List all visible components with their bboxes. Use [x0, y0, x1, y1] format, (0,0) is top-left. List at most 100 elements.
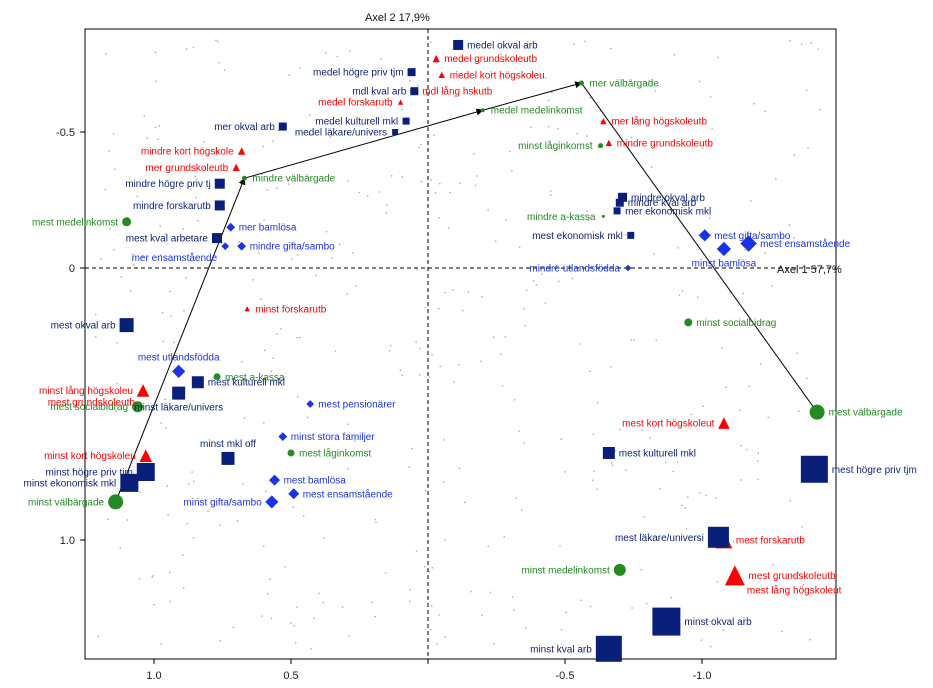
- point-label: mer okval arb: [214, 122, 275, 133]
- point-label: medel grundskoleutb: [444, 54, 537, 65]
- trajectory-arrow: [581, 82, 818, 413]
- background-dot: [356, 490, 358, 492]
- point-label: minst kval arb: [530, 644, 592, 655]
- background-dot: [565, 611, 567, 614]
- background-dot: [717, 56, 719, 59]
- y-axis-title: Axel 2 17,9%: [365, 12, 430, 24]
- point-label: mest ensamstående: [760, 238, 850, 250]
- background-dot: [104, 188, 107, 191]
- background-dot: [203, 141, 205, 143]
- background-dot: [564, 471, 566, 473]
- background-dot: [284, 566, 286, 568]
- background-dot: [419, 347, 421, 350]
- background-dot: [589, 141, 592, 144]
- background-dot: [523, 308, 525, 310]
- background-dot: [219, 524, 221, 526]
- background-dot: [329, 136, 331, 138]
- point-label: mest bamlösa: [284, 476, 347, 487]
- background-dot: [375, 521, 377, 523]
- background-dot: [449, 191, 451, 194]
- background-dot: [155, 80, 157, 83]
- data-point: [578, 80, 584, 86]
- background-dot: [277, 129, 279, 132]
- background-dot: [481, 296, 483, 298]
- background-dot: [721, 347, 723, 349]
- background-dot: [515, 497, 518, 499]
- background-dot: [184, 237, 186, 239]
- data-point: [238, 147, 246, 155]
- background-dot: [444, 291, 446, 294]
- background-dot: [418, 146, 420, 149]
- background-dot: [524, 325, 526, 327]
- background-dot: [129, 290, 132, 292]
- background-dot: [578, 343, 581, 345]
- data-point: [392, 129, 399, 135]
- background-dot: [630, 339, 632, 341]
- background-dot: [444, 636, 446, 638]
- background-dot: [207, 510, 209, 512]
- point-label: minst gifta/sambo: [183, 497, 262, 508]
- background-dot: [430, 179, 432, 181]
- point-label: mest kort högskoleut: [622, 419, 714, 430]
- background-dot: [659, 488, 661, 490]
- background-dot: [165, 168, 168, 170]
- data-point: [278, 122, 287, 131]
- background-dot: [593, 470, 595, 472]
- point-label: mindre okval arb: [631, 193, 705, 204]
- x-tick-label: 0.5: [283, 670, 298, 682]
- background-dot: [802, 584, 805, 586]
- background-dot: [346, 293, 348, 295]
- background-dot: [679, 120, 682, 123]
- background-dot: [388, 350, 391, 352]
- background-dot: [684, 507, 687, 509]
- background-dot: [630, 136, 633, 139]
- background-dot: [108, 150, 110, 152]
- background-dot: [584, 40, 586, 43]
- background-dot: [792, 575, 794, 577]
- background-dot: [424, 94, 426, 96]
- background-dot: [580, 599, 582, 601]
- background-dot: [263, 422, 265, 424]
- background-dot: [743, 617, 745, 619]
- data-point: [598, 143, 604, 149]
- background-dot: [596, 488, 598, 491]
- background-dot: [366, 195, 369, 197]
- point-label: minst medelinkomst: [521, 565, 610, 576]
- background-dot: [428, 376, 430, 378]
- background-dot: [448, 227, 450, 229]
- background-dot: [270, 617, 273, 620]
- background-dot: [431, 567, 433, 569]
- background-dot: [560, 438, 562, 440]
- background-dot: [309, 114, 311, 116]
- point-label: mest socialbidrag: [50, 402, 128, 413]
- data-point: [800, 455, 828, 483]
- background-dot: [120, 276, 123, 278]
- background-dot: [665, 461, 667, 464]
- background-dot: [597, 146, 599, 149]
- point-label: mer ensamstående: [132, 252, 218, 264]
- background-dot: [698, 492, 701, 494]
- background-dot: [182, 587, 185, 589]
- background-dot: [666, 194, 668, 197]
- data-point: [615, 198, 624, 207]
- background-dot: [263, 219, 265, 221]
- point-label: minst högre priv tjm: [46, 468, 133, 479]
- background-dot: [325, 230, 328, 233]
- background-dot: [625, 469, 627, 471]
- background-dot: [197, 497, 199, 499]
- background-dot: [611, 462, 613, 464]
- background-dot: [232, 626, 235, 629]
- background-dot: [525, 289, 528, 291]
- point-label: mest kulturell mkl: [208, 378, 285, 389]
- background-dot: [681, 290, 684, 292]
- background-dot: [589, 605, 592, 608]
- background-dot: [152, 575, 154, 577]
- background-dot: [513, 399, 516, 401]
- background-dot: [640, 569, 642, 571]
- background-dot: [408, 466, 410, 468]
- background-dot: [757, 452, 759, 454]
- background-dot: [438, 307, 440, 310]
- background-dot: [276, 333, 278, 335]
- background-dot: [433, 134, 435, 136]
